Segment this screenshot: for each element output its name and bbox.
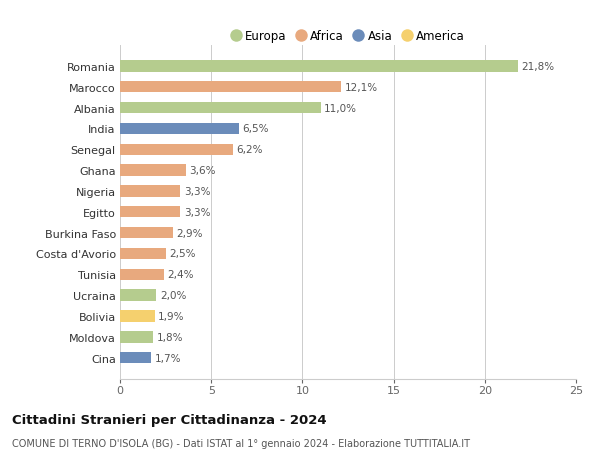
Bar (120, 352, 151, 364)
Bar (120, 290, 157, 301)
Text: 3,3%: 3,3% (184, 207, 211, 217)
Text: 21,8%: 21,8% (521, 62, 554, 72)
Bar (120, 248, 166, 260)
Legend: Europa, Africa, Asia, America: Europa, Africa, Asia, America (226, 25, 470, 48)
Text: 1,8%: 1,8% (157, 332, 183, 342)
Text: 6,5%: 6,5% (242, 124, 269, 134)
Text: 12,1%: 12,1% (344, 83, 377, 93)
Bar (120, 165, 185, 176)
Text: 1,7%: 1,7% (155, 353, 181, 363)
Text: Cittadini Stranieri per Cittadinanza - 2024: Cittadini Stranieri per Cittadinanza - 2… (12, 413, 326, 426)
Text: 2,9%: 2,9% (176, 228, 203, 238)
Bar (120, 331, 153, 343)
Bar (120, 311, 155, 322)
Text: 2,0%: 2,0% (160, 291, 187, 301)
Bar (120, 269, 164, 280)
Bar (120, 207, 180, 218)
Bar (120, 103, 320, 114)
Bar (120, 144, 233, 156)
Text: 2,5%: 2,5% (169, 249, 196, 259)
Bar (120, 61, 518, 73)
Bar (120, 123, 239, 135)
Text: 3,6%: 3,6% (190, 166, 216, 176)
Text: 11,0%: 11,0% (324, 103, 357, 113)
Text: 2,4%: 2,4% (167, 270, 194, 280)
Text: COMUNE DI TERNO D'ISOLA (BG) - Dati ISTAT al 1° gennaio 2024 - Elaborazione TUTT: COMUNE DI TERNO D'ISOLA (BG) - Dati ISTA… (12, 438, 470, 448)
Bar (120, 227, 173, 239)
Bar (120, 186, 180, 197)
Text: 3,3%: 3,3% (184, 186, 211, 196)
Text: 1,9%: 1,9% (158, 311, 185, 321)
Bar (120, 82, 341, 93)
Text: 6,2%: 6,2% (237, 145, 263, 155)
